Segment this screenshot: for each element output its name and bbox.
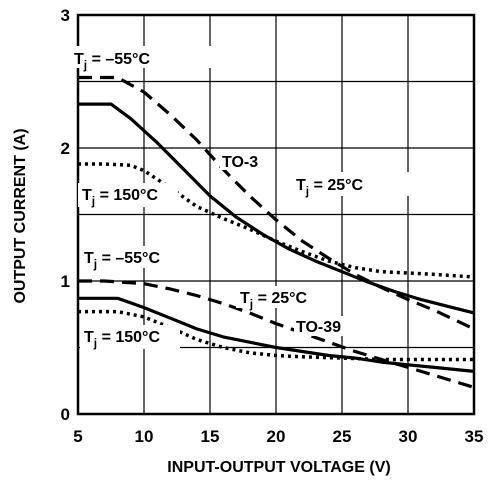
annotation-to39-minus55: Tj = –55°C: [84, 250, 160, 271]
annotations: Tj = –55°C TO-3 Tj = 25°C Tj = 150°C Tj …: [70, 46, 410, 350]
x-axis-title: INPUT-OUTPUT VOLTAGE (V): [167, 459, 390, 476]
x-tick-label: 10: [135, 427, 154, 446]
annotation-to39-25: Tj = 25°C: [240, 290, 308, 311]
series-layer: [78, 75, 475, 389]
plot-frame: [76, 13, 476, 416]
annotation-to3-150: Tj = 150°C: [82, 187, 158, 208]
annotation-to39-package: TO-39: [296, 319, 341, 336]
x-tick-label: 5: [73, 427, 82, 446]
series-line-5: [78, 309, 474, 362]
x-tick-label: 30: [399, 427, 418, 446]
annotation-to3-minus55: Tj = –55°C: [74, 51, 150, 72]
x-tick-label: 35: [465, 427, 484, 446]
y-tick-label: 2: [61, 139, 70, 158]
series-line-0: [78, 75, 475, 331]
annotation-to39-150: Tj = 150°C: [84, 329, 160, 350]
x-tick-label: 15: [201, 427, 220, 446]
y-axis-title: OUTPUT CURRENT (A): [12, 128, 29, 303]
x-tick-label: 25: [333, 427, 352, 446]
tick-labels: 5 10 15 20 25 30 35 0 1 2 3: [61, 6, 484, 446]
series-line-4: [78, 296, 475, 373]
y-tick-label: 1: [61, 272, 70, 291]
x-tick-label: 20: [267, 427, 286, 446]
annotation-to3-package: TO-3: [222, 154, 258, 171]
y-tick-label: 3: [61, 6, 70, 25]
y-tick-label: 0: [61, 405, 70, 424]
annotation-to3-25: Tj = 25°C: [296, 177, 364, 198]
